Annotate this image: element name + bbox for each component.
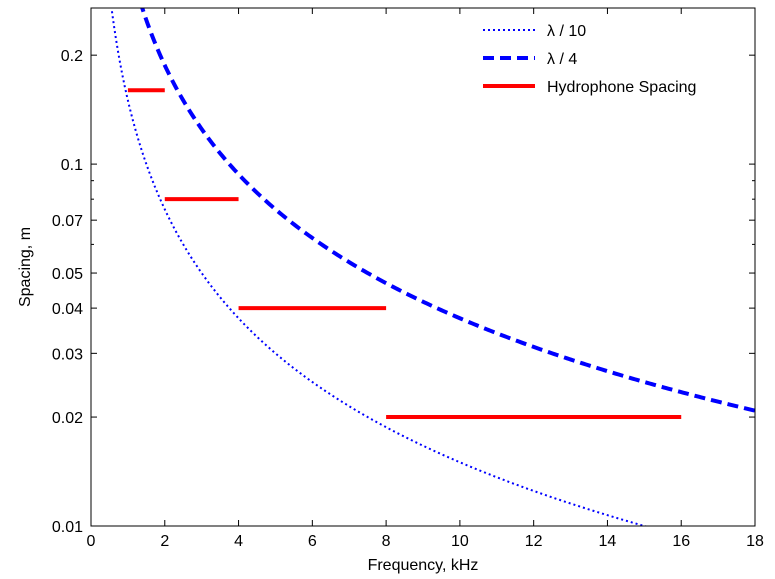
x-tick-label: 18 [746,533,764,550]
y-tick-label: 0.2 [61,48,83,65]
axes-frame [90,7,756,527]
x-tick-label: 12 [525,533,543,550]
legend: λ / 10 λ / 4 Hydrophone Spacing [483,23,696,96]
x-tick-label: 8 [382,533,391,550]
legend-label-1: λ / 10 [547,23,586,40]
x-axis-title: Frequency, kHz [368,557,479,574]
axes-layer: 0 2 4 6 8 10 12 14 16 18 0.01 0.02 0.03 0.04 0.05 0.07 0… [52,7,764,550]
y-axis-title: Spacing, m [17,227,34,307]
x-tick-label: 10 [451,533,469,550]
series-line-lambda-4 [140,8,755,413]
series-line-lambda-10 [110,8,649,526]
x-tick-label: 14 [599,533,617,550]
y-tick-label: 0.02 [52,410,83,427]
x-tick-label: 16 [672,533,690,550]
y-tick-label: 0.05 [52,266,83,283]
x-tick-label: 6 [308,533,317,550]
legend-label-3: Hydrophone Spacing [547,79,696,96]
y-tick-label: 0.04 [52,301,83,318]
x-tick-label: 0 [87,533,96,550]
y-tick-label: 0.07 [52,213,83,230]
y-tick-label: 0.01 [52,519,83,536]
legend-label-2: λ / 4 [547,51,577,68]
x-tick-label: 4 [234,533,243,550]
plot-layer [110,8,755,526]
x-tick-label: 2 [160,533,169,550]
y-tick-label: 0.1 [61,157,83,174]
plot-area [91,8,755,526]
y-tick-label: 0.03 [52,346,83,363]
